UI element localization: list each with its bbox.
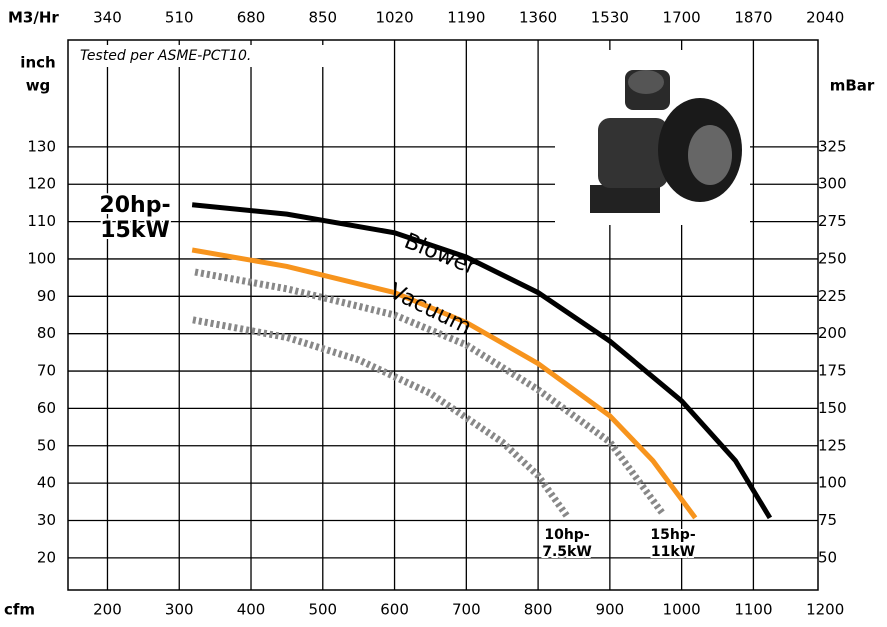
curve-label: 15kW xyxy=(100,218,170,243)
x-tick-label: 400 xyxy=(237,601,266,619)
x2-tick-label: 1870 xyxy=(734,9,772,27)
y2-tick-label: 150 xyxy=(818,399,847,417)
y2-tick-label: 100 xyxy=(818,474,847,492)
curve xyxy=(192,316,572,520)
x2-axis-title: M3/Hr xyxy=(8,9,59,27)
product-photo xyxy=(555,50,750,225)
curve-label: 7.5kW xyxy=(542,544,592,560)
y-tick-label: 120 xyxy=(27,175,56,193)
curve xyxy=(191,247,698,520)
curve-label: 15hp- xyxy=(650,527,695,543)
x-tick-label: 600 xyxy=(380,601,409,619)
x2-tick-label: 1020 xyxy=(375,9,413,27)
plot-frame xyxy=(67,39,819,591)
x2-tick-label: 850 xyxy=(308,9,337,27)
y2-tick-label: 125 xyxy=(818,436,847,454)
note: Tested per ASME-PCT10. xyxy=(80,48,251,64)
x-tick-label: 500 xyxy=(308,601,337,619)
y2-tick-label: 275 xyxy=(818,212,847,230)
x2-tick-label: 1700 xyxy=(663,9,701,27)
y2-axis-title: mBar xyxy=(830,77,875,95)
y-tick-label: 40 xyxy=(37,474,56,492)
y-axis-title: wg xyxy=(26,77,51,95)
x-tick-label: 1000 xyxy=(663,601,701,619)
x2-tick-label: 2040 xyxy=(806,9,844,27)
y-axis-title: inch xyxy=(20,54,55,72)
y-tick-label: 100 xyxy=(27,249,56,267)
y2-tick-label: 200 xyxy=(818,324,847,342)
y-tick-label: 70 xyxy=(37,362,56,380)
x-tick-label: 1200 xyxy=(806,601,844,619)
x-tick-label: 800 xyxy=(524,601,553,619)
y-tick-label: 110 xyxy=(27,212,56,230)
curve-name: Blower xyxy=(401,229,481,281)
y-tick-label: 80 xyxy=(37,324,56,342)
curve-label: 10hp- xyxy=(544,527,589,543)
y-tick-label: 130 xyxy=(27,137,56,155)
y2-tick-label: 175 xyxy=(818,362,847,380)
y2-tick-label: 75 xyxy=(818,511,837,529)
curve-label: 20hp- xyxy=(99,193,170,218)
x-tick-label: 900 xyxy=(596,601,625,619)
y-tick-label: 20 xyxy=(37,548,56,566)
curve-label: 11kW xyxy=(651,544,695,560)
note-bg xyxy=(76,45,331,67)
x2-tick-label: 510 xyxy=(165,9,194,27)
y-tick-label: 60 xyxy=(37,399,56,417)
x2-tick-label: 1360 xyxy=(519,9,557,27)
y2-tick-label: 225 xyxy=(818,287,847,305)
y2-tick-label: 325 xyxy=(818,137,847,155)
y-tick-label: 90 xyxy=(37,287,56,305)
curve xyxy=(191,202,773,520)
x2-tick-label: 340 xyxy=(93,9,122,27)
x-tick-label: 200 xyxy=(93,601,122,619)
y2-tick-label: 250 xyxy=(818,249,847,267)
y-tick-label: 50 xyxy=(37,436,56,454)
x-tick-label: 700 xyxy=(452,601,481,619)
y2-tick-label: 50 xyxy=(818,548,837,566)
x-tick-label: 300 xyxy=(165,601,194,619)
curve-name: Vacuum xyxy=(385,279,475,340)
y2-tick-label: 300 xyxy=(818,175,847,193)
x-tick-label: 1100 xyxy=(734,601,772,619)
x2-tick-label: 1530 xyxy=(591,9,629,27)
y-tick-label: 30 xyxy=(37,511,56,529)
x2-tick-label: 1190 xyxy=(447,9,485,27)
x2-tick-label: 680 xyxy=(237,9,266,27)
x-axis-title: cfm xyxy=(4,601,35,619)
